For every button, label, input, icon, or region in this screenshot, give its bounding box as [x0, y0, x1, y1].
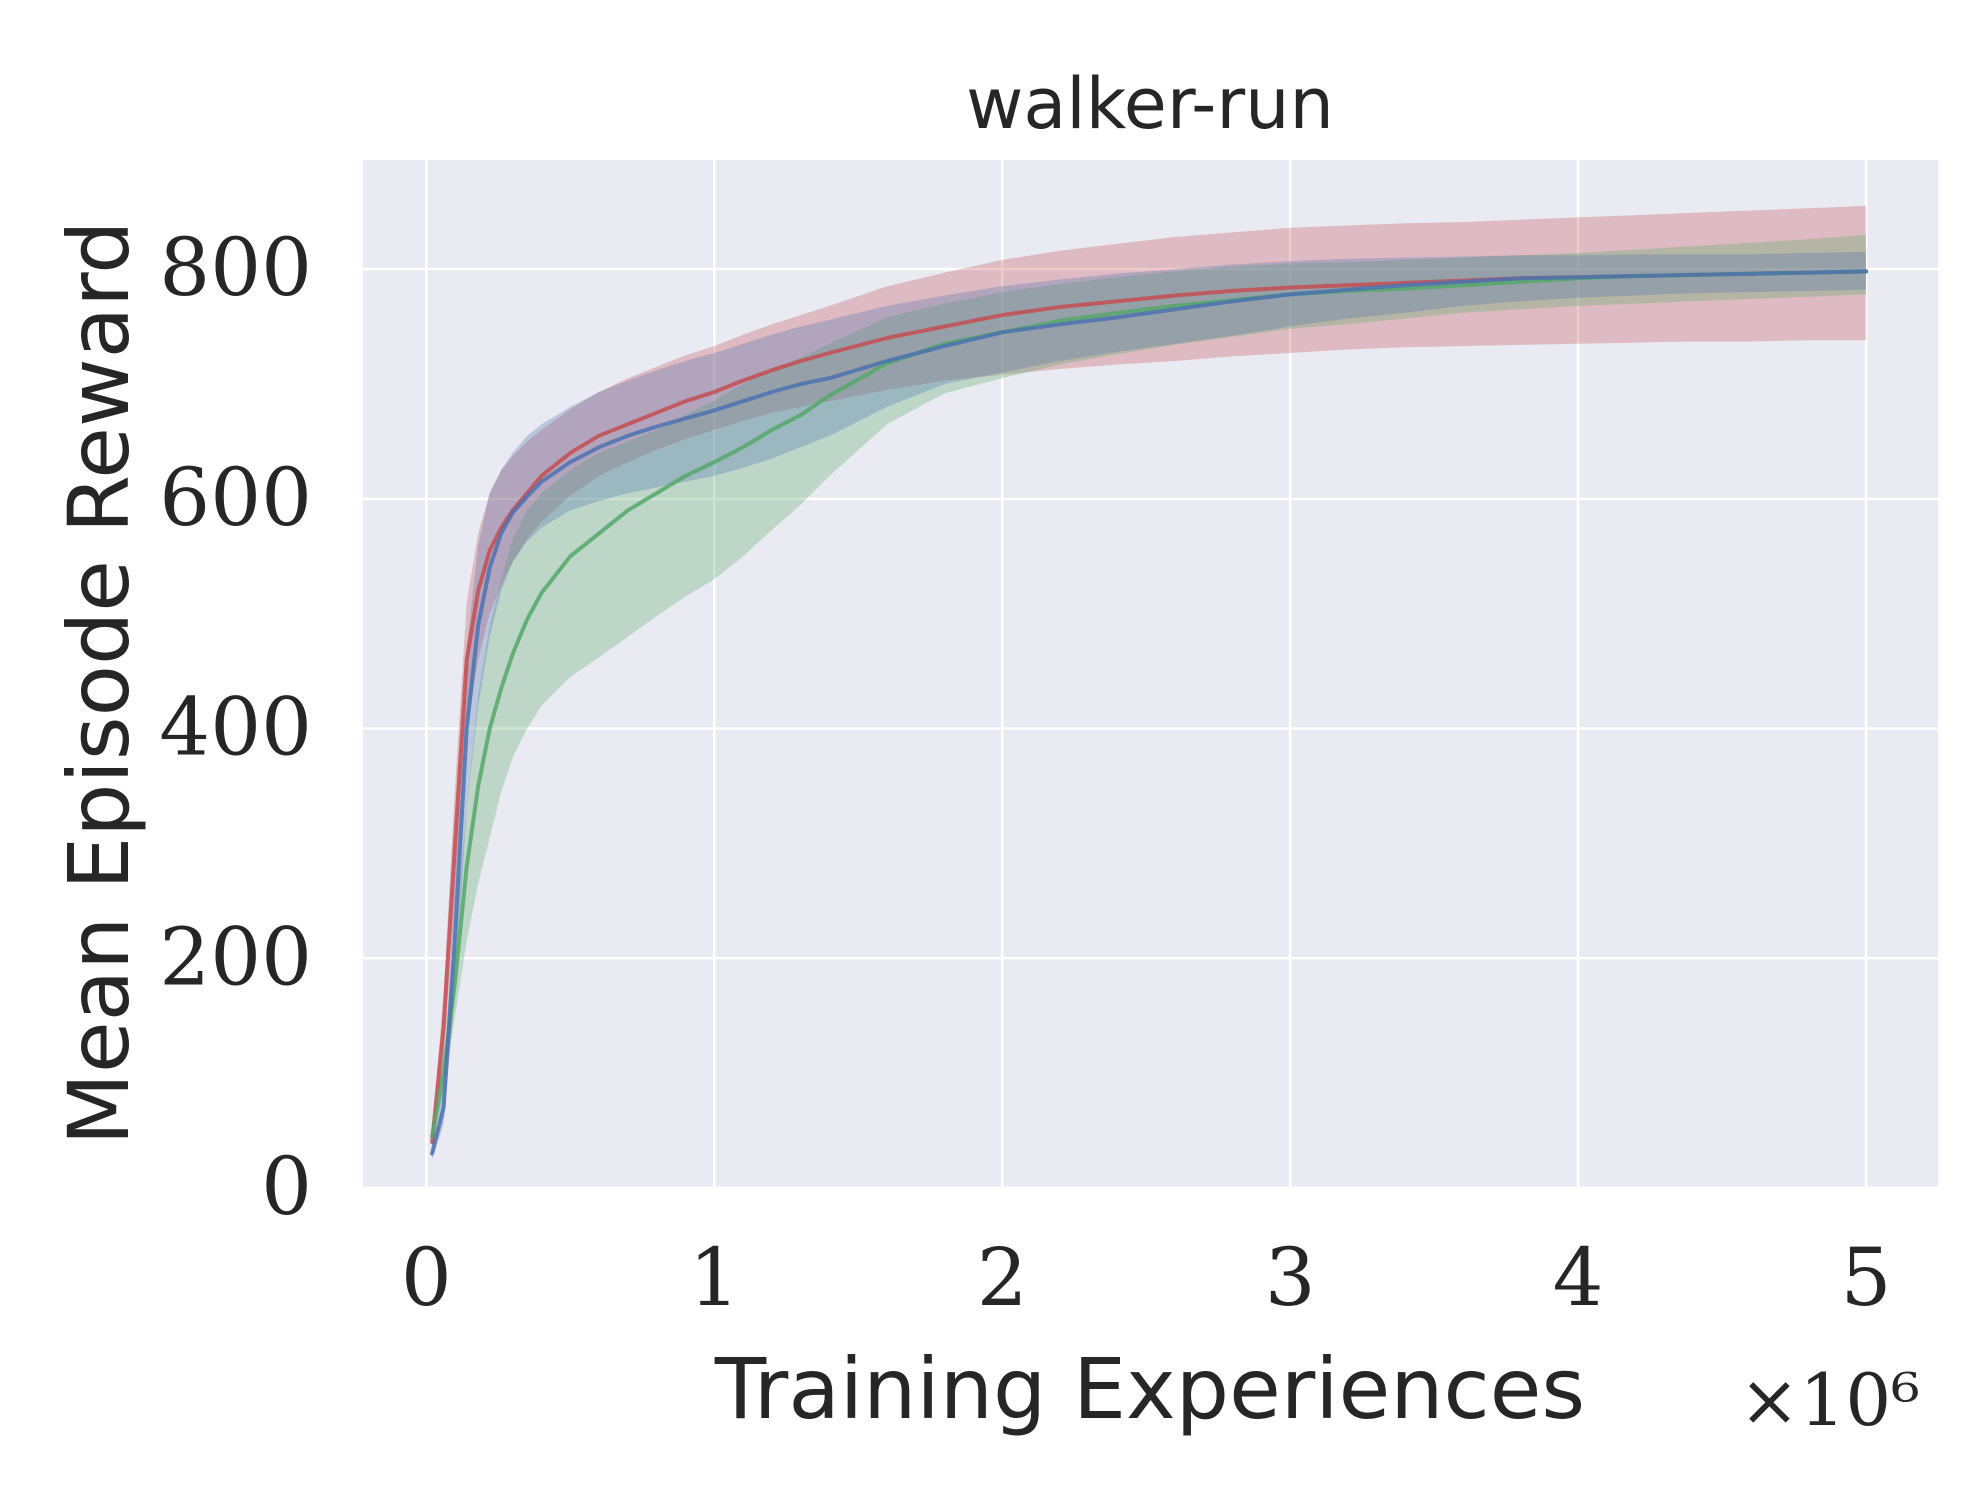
x-tick-label: 4 — [1553, 1231, 1604, 1324]
x-tick-label: 1 — [689, 1231, 740, 1324]
series-2-band — [432, 234, 1867, 1148]
series-3-line — [430, 269, 1868, 1156]
plot-background — [363, 160, 1938, 1188]
y-tick-label: 0 — [261, 1140, 312, 1233]
x-tick-label: 5 — [1841, 1231, 1892, 1324]
series-1-band — [432, 205, 1867, 1154]
series-2-line — [430, 269, 1868, 1139]
y-axis-label: Mean Episode Reward — [50, 221, 148, 1146]
chart-title: walker-run — [966, 63, 1334, 145]
tick-layer: 0 1 2 3 4 5 0 200 400 600 800 — [159, 221, 1891, 1324]
x-tick-label: 2 — [977, 1231, 1028, 1324]
y-tick-label: 600 — [159, 451, 312, 544]
y-tick-label: 800 — [159, 221, 312, 314]
line-layer — [430, 269, 1868, 1156]
x-tick-label: 3 — [1265, 1231, 1316, 1324]
y-tick-label: 400 — [159, 681, 312, 774]
band-layer — [432, 205, 1867, 1160]
y-tick-label: 200 — [159, 910, 312, 1003]
x-axis-label: Training Experiences — [714, 1340, 1585, 1438]
x-axis-scale-label: ×10⁶ — [1739, 1358, 1920, 1442]
x-tick-label: 0 — [401, 1231, 452, 1324]
